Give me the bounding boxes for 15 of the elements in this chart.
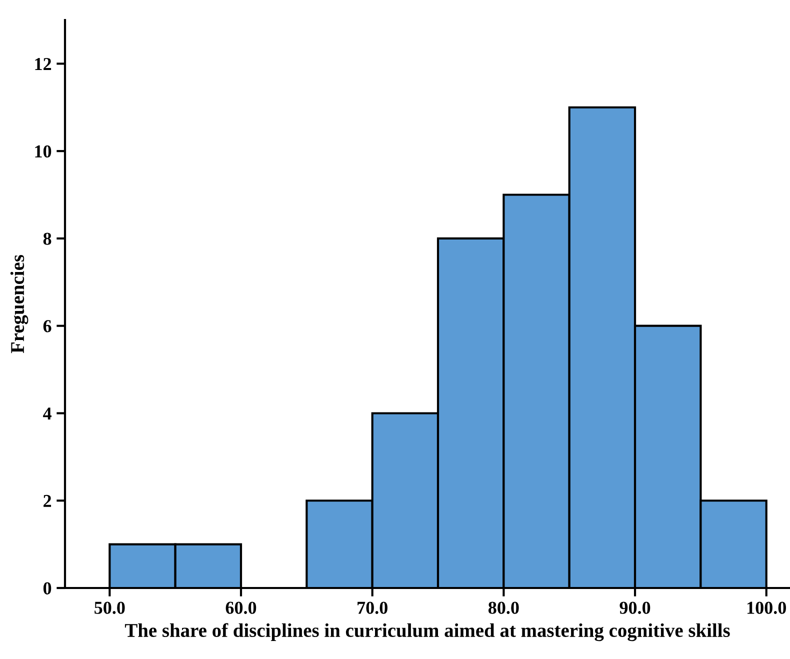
x-tick-label: 100.0: [747, 602, 786, 614]
x-tick-label: 90.0: [620, 602, 650, 614]
x-tick-label: 50.0: [94, 602, 125, 614]
y-tick-label: 0: [43, 582, 52, 594]
y-tick-label: 10: [35, 145, 52, 158]
y-tick-label: 12: [35, 58, 52, 70]
y-tick-label: 4: [43, 408, 52, 420]
y-tick-label: 8: [43, 232, 52, 245]
y-tick-label: 2: [44, 494, 52, 507]
y-axis-title: Freguencies: [10, 254, 28, 354]
x-tick-label: 60.0: [226, 602, 256, 614]
y-tick-label: 6: [43, 320, 52, 332]
x-tick-label: 80.0: [488, 602, 519, 614]
x-axis-title: The share of disciplines in curriculum aimed at mastering cognitive skills: [124, 623, 730, 642]
x-tick-label: 70.0: [358, 602, 388, 614]
